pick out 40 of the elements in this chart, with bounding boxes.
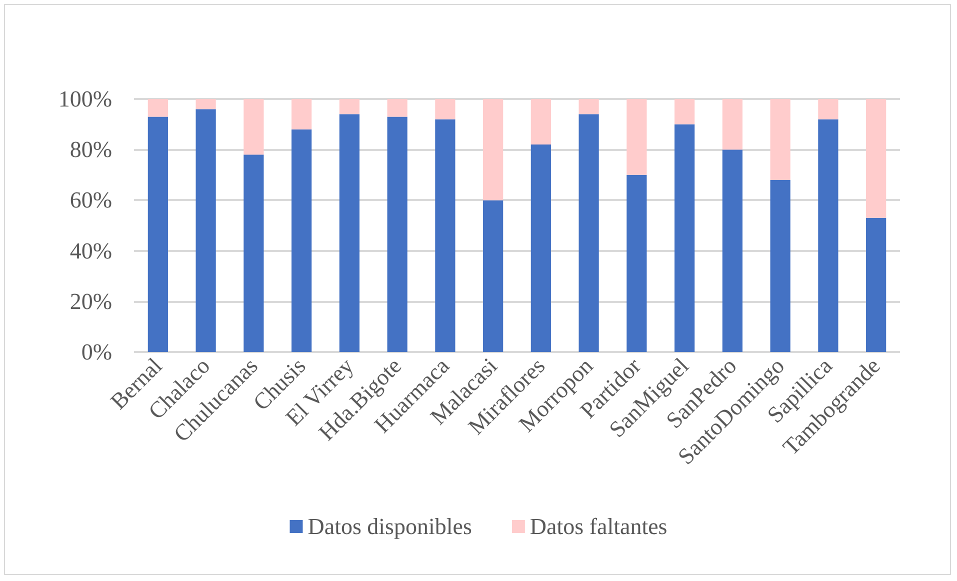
bar xyxy=(722,150,742,352)
bar xyxy=(483,200,504,352)
bar xyxy=(578,99,599,114)
bar xyxy=(770,99,790,180)
bar xyxy=(674,124,695,352)
bar xyxy=(435,99,456,120)
bar xyxy=(626,99,647,175)
y-tick-label: 40% xyxy=(70,238,112,264)
bar xyxy=(530,99,551,145)
bar xyxy=(818,99,838,120)
bar xyxy=(292,99,312,130)
bar xyxy=(866,99,886,218)
bar xyxy=(435,119,456,352)
bar xyxy=(244,154,264,352)
bar xyxy=(339,99,360,114)
bar xyxy=(866,218,886,352)
y-tick-label: 20% xyxy=(70,288,112,314)
legend-label: Datos disponibles xyxy=(308,514,472,539)
bar xyxy=(722,99,742,150)
bar xyxy=(387,99,408,117)
bar xyxy=(626,174,647,352)
bar xyxy=(196,109,216,352)
bar xyxy=(674,99,695,124)
bar xyxy=(148,99,168,117)
bar xyxy=(148,116,168,352)
bar xyxy=(339,114,360,352)
bar xyxy=(483,99,504,200)
legend-label: Datos faltantes xyxy=(530,514,668,539)
y-tick-label: 100% xyxy=(58,86,112,112)
bar xyxy=(244,99,264,155)
y-tick-label: 0% xyxy=(81,340,112,364)
bar xyxy=(530,144,551,352)
y-tick-label: 80% xyxy=(70,137,112,162)
bar xyxy=(292,129,312,352)
bar xyxy=(578,114,599,352)
bar xyxy=(196,99,216,110)
bar xyxy=(818,119,838,352)
bar xyxy=(770,180,790,352)
y-tick-label: 60% xyxy=(70,188,112,213)
bar xyxy=(387,116,408,352)
